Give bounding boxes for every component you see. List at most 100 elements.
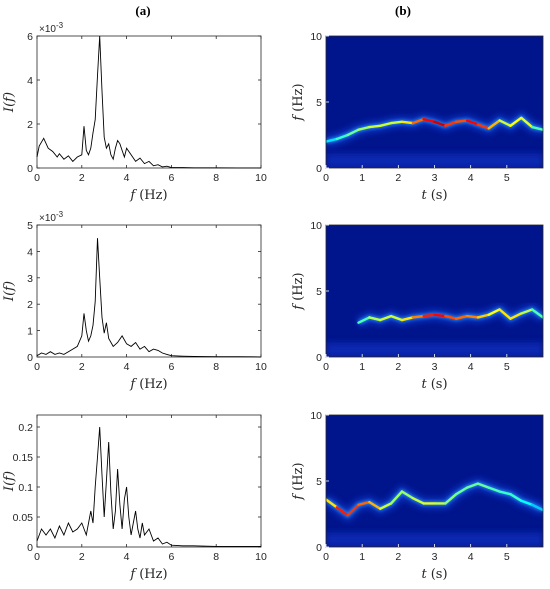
ridge-segment <box>476 482 490 489</box>
low-frequency-band <box>326 532 543 547</box>
spectrogram-background <box>326 36 543 168</box>
x-tick-label: 1 <box>359 172 365 184</box>
ridge-segment <box>389 120 404 125</box>
ridge-segment <box>357 316 371 324</box>
y-axis-label: f (Hz) <box>291 83 306 121</box>
plot-frame <box>36 35 262 169</box>
x-axis-unit: (Hz) <box>139 188 167 203</box>
ridge-segment <box>476 123 490 130</box>
x-tick-label: 10 <box>255 172 267 184</box>
ridge-segment <box>346 128 360 137</box>
x-axis-unit: (s) <box>431 567 448 582</box>
y-multiplier: ×10-3 <box>39 21 64 35</box>
x-tick-label: 2 <box>395 551 401 563</box>
y-multiplier-base: ×10 <box>39 24 56 35</box>
ridge-segment <box>530 308 543 319</box>
y-tick-label: 0 <box>316 542 322 554</box>
x-axis-symbol: f <box>129 377 137 392</box>
spectrum-line <box>36 35 261 169</box>
y-tick-label: 0.15 <box>13 452 34 464</box>
ridge-segment <box>487 486 501 493</box>
x-tick-label: 0 <box>323 361 329 373</box>
y-axis-unit: (Hz) <box>291 83 306 111</box>
ridge-segment <box>444 120 458 127</box>
ridge-segment <box>509 116 523 127</box>
x-tick-label: 0 <box>34 172 40 184</box>
ridge-segment <box>400 490 414 500</box>
y-axis-symbol: I <box>2 295 17 302</box>
x-tick-label: 5 <box>504 551 510 563</box>
y-tick-label: 5 <box>316 286 322 298</box>
ridge-segment <box>433 120 447 127</box>
y-tick-label: 0 <box>27 542 33 554</box>
x-tick-label: 10 <box>255 361 267 373</box>
y-axis-label: I(f) <box>2 92 17 113</box>
panel-a2-spectrum: 0 2 4 6 8 10 0 1 2 3 4 5 ×10-3 f (Hz) I(f) <box>2 210 267 392</box>
x-tick-label: 4 <box>124 551 130 563</box>
ridge-segment <box>520 499 534 506</box>
ridge-segment <box>411 117 425 125</box>
y-tick-label: 4 <box>27 246 33 258</box>
spectrogram-background <box>326 415 543 547</box>
y-axis-label: I(f) <box>2 281 17 302</box>
ridge-segment <box>400 120 414 125</box>
x-tick-label: 2 <box>395 172 401 184</box>
y-multiplier-exponent: -3 <box>56 210 64 219</box>
ridge-segment <box>444 314 458 320</box>
y-tick-label: 0.2 <box>18 422 33 434</box>
x-tick-label: 2 <box>79 551 85 563</box>
y-tick-label: 0 <box>316 352 322 364</box>
x-tick-label: 0 <box>34 551 40 563</box>
low-frequency-band <box>326 153 543 168</box>
y-tick-label: 5 <box>27 220 33 232</box>
y-tick-label: 10 <box>310 220 322 232</box>
x-axis-symbol: t <box>421 567 427 582</box>
ridge-segment <box>346 503 360 517</box>
ridge-segment <box>379 314 393 322</box>
ridge-segment <box>455 314 469 320</box>
y-tick-label: 0 <box>316 163 322 175</box>
y-tick-label: 10 <box>310 31 322 43</box>
y-axis-arg: (f) <box>2 281 17 296</box>
x-tick-label: 8 <box>213 361 219 373</box>
ridge-segment <box>389 314 404 322</box>
ridge-segment <box>444 493 458 505</box>
y-multiplier-exponent: -3 <box>56 21 64 30</box>
panel-b3-spectrogram: 0 1 2 3 4 5 0 5 10 t (s) f (Hz) <box>291 410 544 582</box>
y-tick-label: 0 <box>27 352 33 364</box>
y-tick-label: 0.1 <box>18 482 33 494</box>
x-tick-label: 4 <box>468 172 474 184</box>
x-axis-label: t (s) <box>421 567 447 582</box>
y-tick-label: 2 <box>27 299 33 311</box>
ridge-segment <box>357 125 371 131</box>
ridge-segment <box>487 119 501 130</box>
x-tick-label: 0 <box>323 551 329 563</box>
y-axis-arg: (f) <box>2 471 17 486</box>
x-tick-label: 3 <box>432 172 438 184</box>
ridge-segment <box>400 316 414 322</box>
y-multiplier: ×10-3 <box>39 210 64 224</box>
x-tick-label: 6 <box>168 361 174 373</box>
y-axis-arg: (f) <box>2 92 17 107</box>
y-tick-label: 3 <box>27 273 33 285</box>
x-axis-symbol: t <box>421 188 427 203</box>
y-tick-label: 2 <box>27 119 33 131</box>
y-axis-label: I(f) <box>2 471 17 492</box>
x-axis-unit: (s) <box>431 377 448 392</box>
ridge-segment <box>357 500 371 506</box>
x-axis-label: f (Hz) <box>129 188 167 203</box>
y-axis-unit: (Hz) <box>291 272 306 300</box>
x-axis-symbol: f <box>129 567 137 582</box>
ridge-segment <box>368 500 382 510</box>
y-axis-unit: (Hz) <box>291 462 306 490</box>
ridge-segment <box>368 124 382 129</box>
spectrum-line <box>36 238 262 358</box>
ridge-segment <box>498 490 512 496</box>
y-axis-symbol: f <box>291 493 306 501</box>
column-label-a: (a) <box>135 3 150 18</box>
spectrogram-background <box>326 225 543 357</box>
x-axis-unit: (Hz) <box>139 377 167 392</box>
y-tick-label: 5 <box>316 97 322 109</box>
x-tick-label: 4 <box>468 361 474 373</box>
